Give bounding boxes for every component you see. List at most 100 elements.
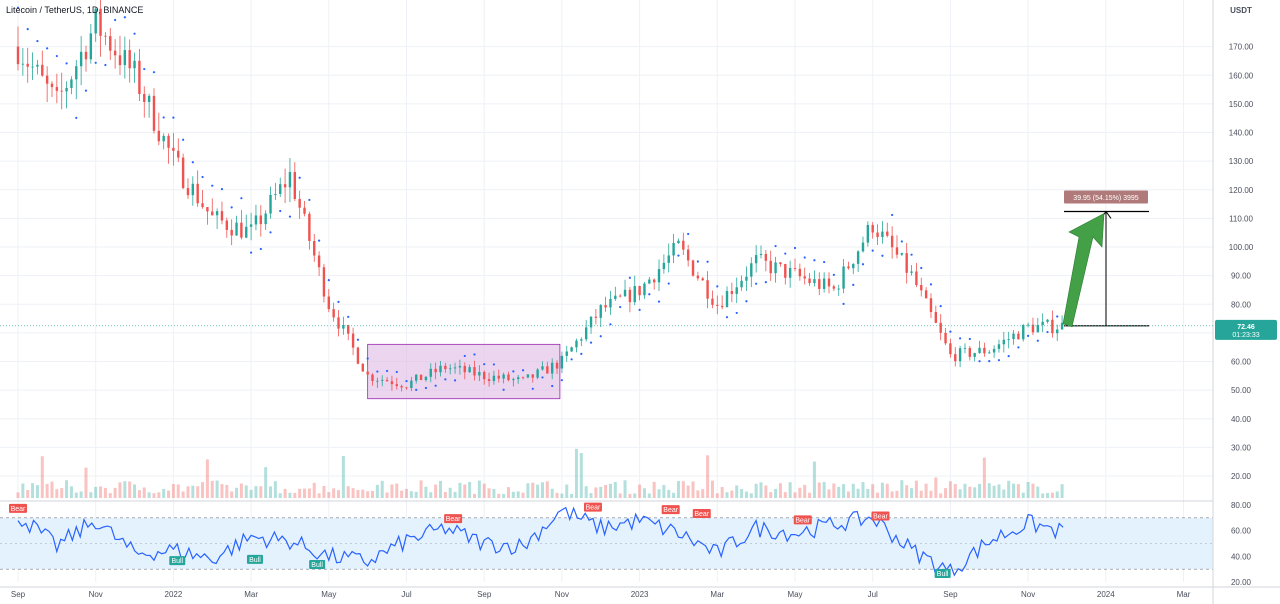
candle-body bbox=[1017, 333, 1020, 340]
volume-bar bbox=[919, 490, 923, 498]
candle-body bbox=[303, 207, 306, 214]
candle-body bbox=[162, 135, 165, 142]
sar-dot bbox=[599, 335, 602, 338]
sar-dot bbox=[104, 63, 107, 67]
volume-bar bbox=[123, 481, 127, 498]
candle-body bbox=[385, 379, 389, 382]
x-tick-label: Nov bbox=[89, 590, 103, 599]
candle-body bbox=[31, 66, 34, 68]
sar-dot bbox=[16, 6, 20, 9]
volume-bar bbox=[555, 492, 559, 498]
volume-bar bbox=[235, 487, 239, 498]
candle-body bbox=[541, 366, 544, 370]
volume-bar bbox=[851, 483, 855, 498]
sar-dot bbox=[26, 28, 29, 31]
sar-dot bbox=[279, 209, 282, 213]
sar-dot bbox=[376, 370, 379, 373]
sar-dot bbox=[657, 300, 661, 303]
candle-body bbox=[381, 379, 384, 381]
candle-body bbox=[366, 371, 369, 375]
candle-body bbox=[415, 374, 418, 381]
volume-bar bbox=[536, 484, 540, 498]
measure-tool[interactable]: 39.95 (54.15%) 3995 bbox=[1062, 190, 1149, 328]
volume-bar bbox=[438, 480, 442, 498]
volume-bar bbox=[531, 482, 535, 498]
candle-body bbox=[915, 271, 918, 286]
candle-body bbox=[720, 305, 724, 308]
candle-layer bbox=[16, 0, 1064, 392]
candle-body bbox=[934, 312, 938, 323]
x-tick-label: Mar bbox=[710, 590, 724, 599]
volume-bar bbox=[914, 480, 918, 498]
volume-bar bbox=[55, 489, 59, 498]
volume-bar bbox=[871, 484, 875, 498]
candle-body bbox=[983, 347, 986, 354]
candle-body bbox=[45, 75, 49, 84]
candle-body bbox=[954, 354, 957, 362]
candle-body bbox=[400, 386, 403, 388]
sar-dot bbox=[250, 251, 253, 254]
volume-bar bbox=[152, 493, 156, 498]
volume-bar bbox=[405, 488, 408, 498]
volume-bar bbox=[264, 467, 268, 498]
sar-dot bbox=[755, 282, 758, 285]
volume-bar bbox=[74, 492, 78, 498]
y-tick-label: 130.00 bbox=[1229, 157, 1254, 166]
x-tick-label: 2022 bbox=[165, 590, 183, 599]
y-tick-label: 30.00 bbox=[1231, 443, 1252, 452]
candle-body bbox=[70, 79, 73, 88]
candle-body bbox=[133, 60, 136, 69]
volume-bar bbox=[1036, 486, 1040, 498]
candle-body bbox=[269, 194, 272, 214]
sar-dot bbox=[269, 231, 272, 234]
candle-body bbox=[968, 347, 972, 357]
volume-bar bbox=[346, 486, 350, 498]
candle-body bbox=[507, 374, 510, 381]
sar-dot bbox=[638, 308, 641, 311]
volume-bar bbox=[686, 485, 690, 498]
candle-body bbox=[949, 343, 952, 355]
candle-body bbox=[682, 240, 685, 250]
sar-dot bbox=[900, 240, 903, 243]
volume-bar bbox=[375, 484, 379, 498]
volume-bar bbox=[94, 486, 98, 498]
sar-dot bbox=[823, 260, 826, 264]
candle-body bbox=[371, 374, 374, 382]
bear-tag bbox=[661, 505, 680, 515]
volume-bar bbox=[26, 489, 30, 498]
sar-dot bbox=[75, 116, 78, 119]
x-tick-label: 2023 bbox=[631, 590, 649, 599]
candle-body bbox=[215, 211, 219, 216]
sar-dot bbox=[172, 116, 175, 119]
candle-body bbox=[60, 90, 63, 92]
candle-body bbox=[235, 222, 238, 236]
sar-dot bbox=[483, 363, 486, 366]
volume-bar bbox=[900, 480, 904, 498]
sar-dot bbox=[725, 316, 729, 319]
sar-dot bbox=[434, 384, 437, 387]
sar-dot bbox=[415, 388, 418, 391]
candle-body bbox=[735, 287, 738, 294]
candle-body bbox=[895, 247, 899, 255]
volume-bar bbox=[740, 489, 744, 498]
volume-bar bbox=[876, 492, 880, 498]
volume-bar bbox=[565, 484, 569, 498]
candle-body bbox=[152, 95, 156, 131]
sar-dot bbox=[959, 337, 962, 340]
volume-bar bbox=[205, 459, 209, 498]
candle-body bbox=[181, 157, 185, 189]
candle-body bbox=[376, 380, 379, 382]
volume-bar bbox=[1031, 483, 1035, 498]
sar-dot bbox=[162, 116, 165, 119]
candle-body bbox=[230, 229, 233, 236]
x-tick-label: Sep bbox=[943, 590, 958, 599]
volume-bar bbox=[1046, 493, 1050, 498]
volume-bar bbox=[973, 487, 977, 498]
y-tick-label: 20.00 bbox=[1231, 472, 1252, 481]
volume-bar bbox=[1050, 492, 1054, 498]
bear-tag-text: Bear bbox=[586, 505, 601, 512]
volume-bar bbox=[827, 489, 831, 498]
candle-body bbox=[254, 215, 258, 225]
candle-body bbox=[750, 263, 753, 277]
